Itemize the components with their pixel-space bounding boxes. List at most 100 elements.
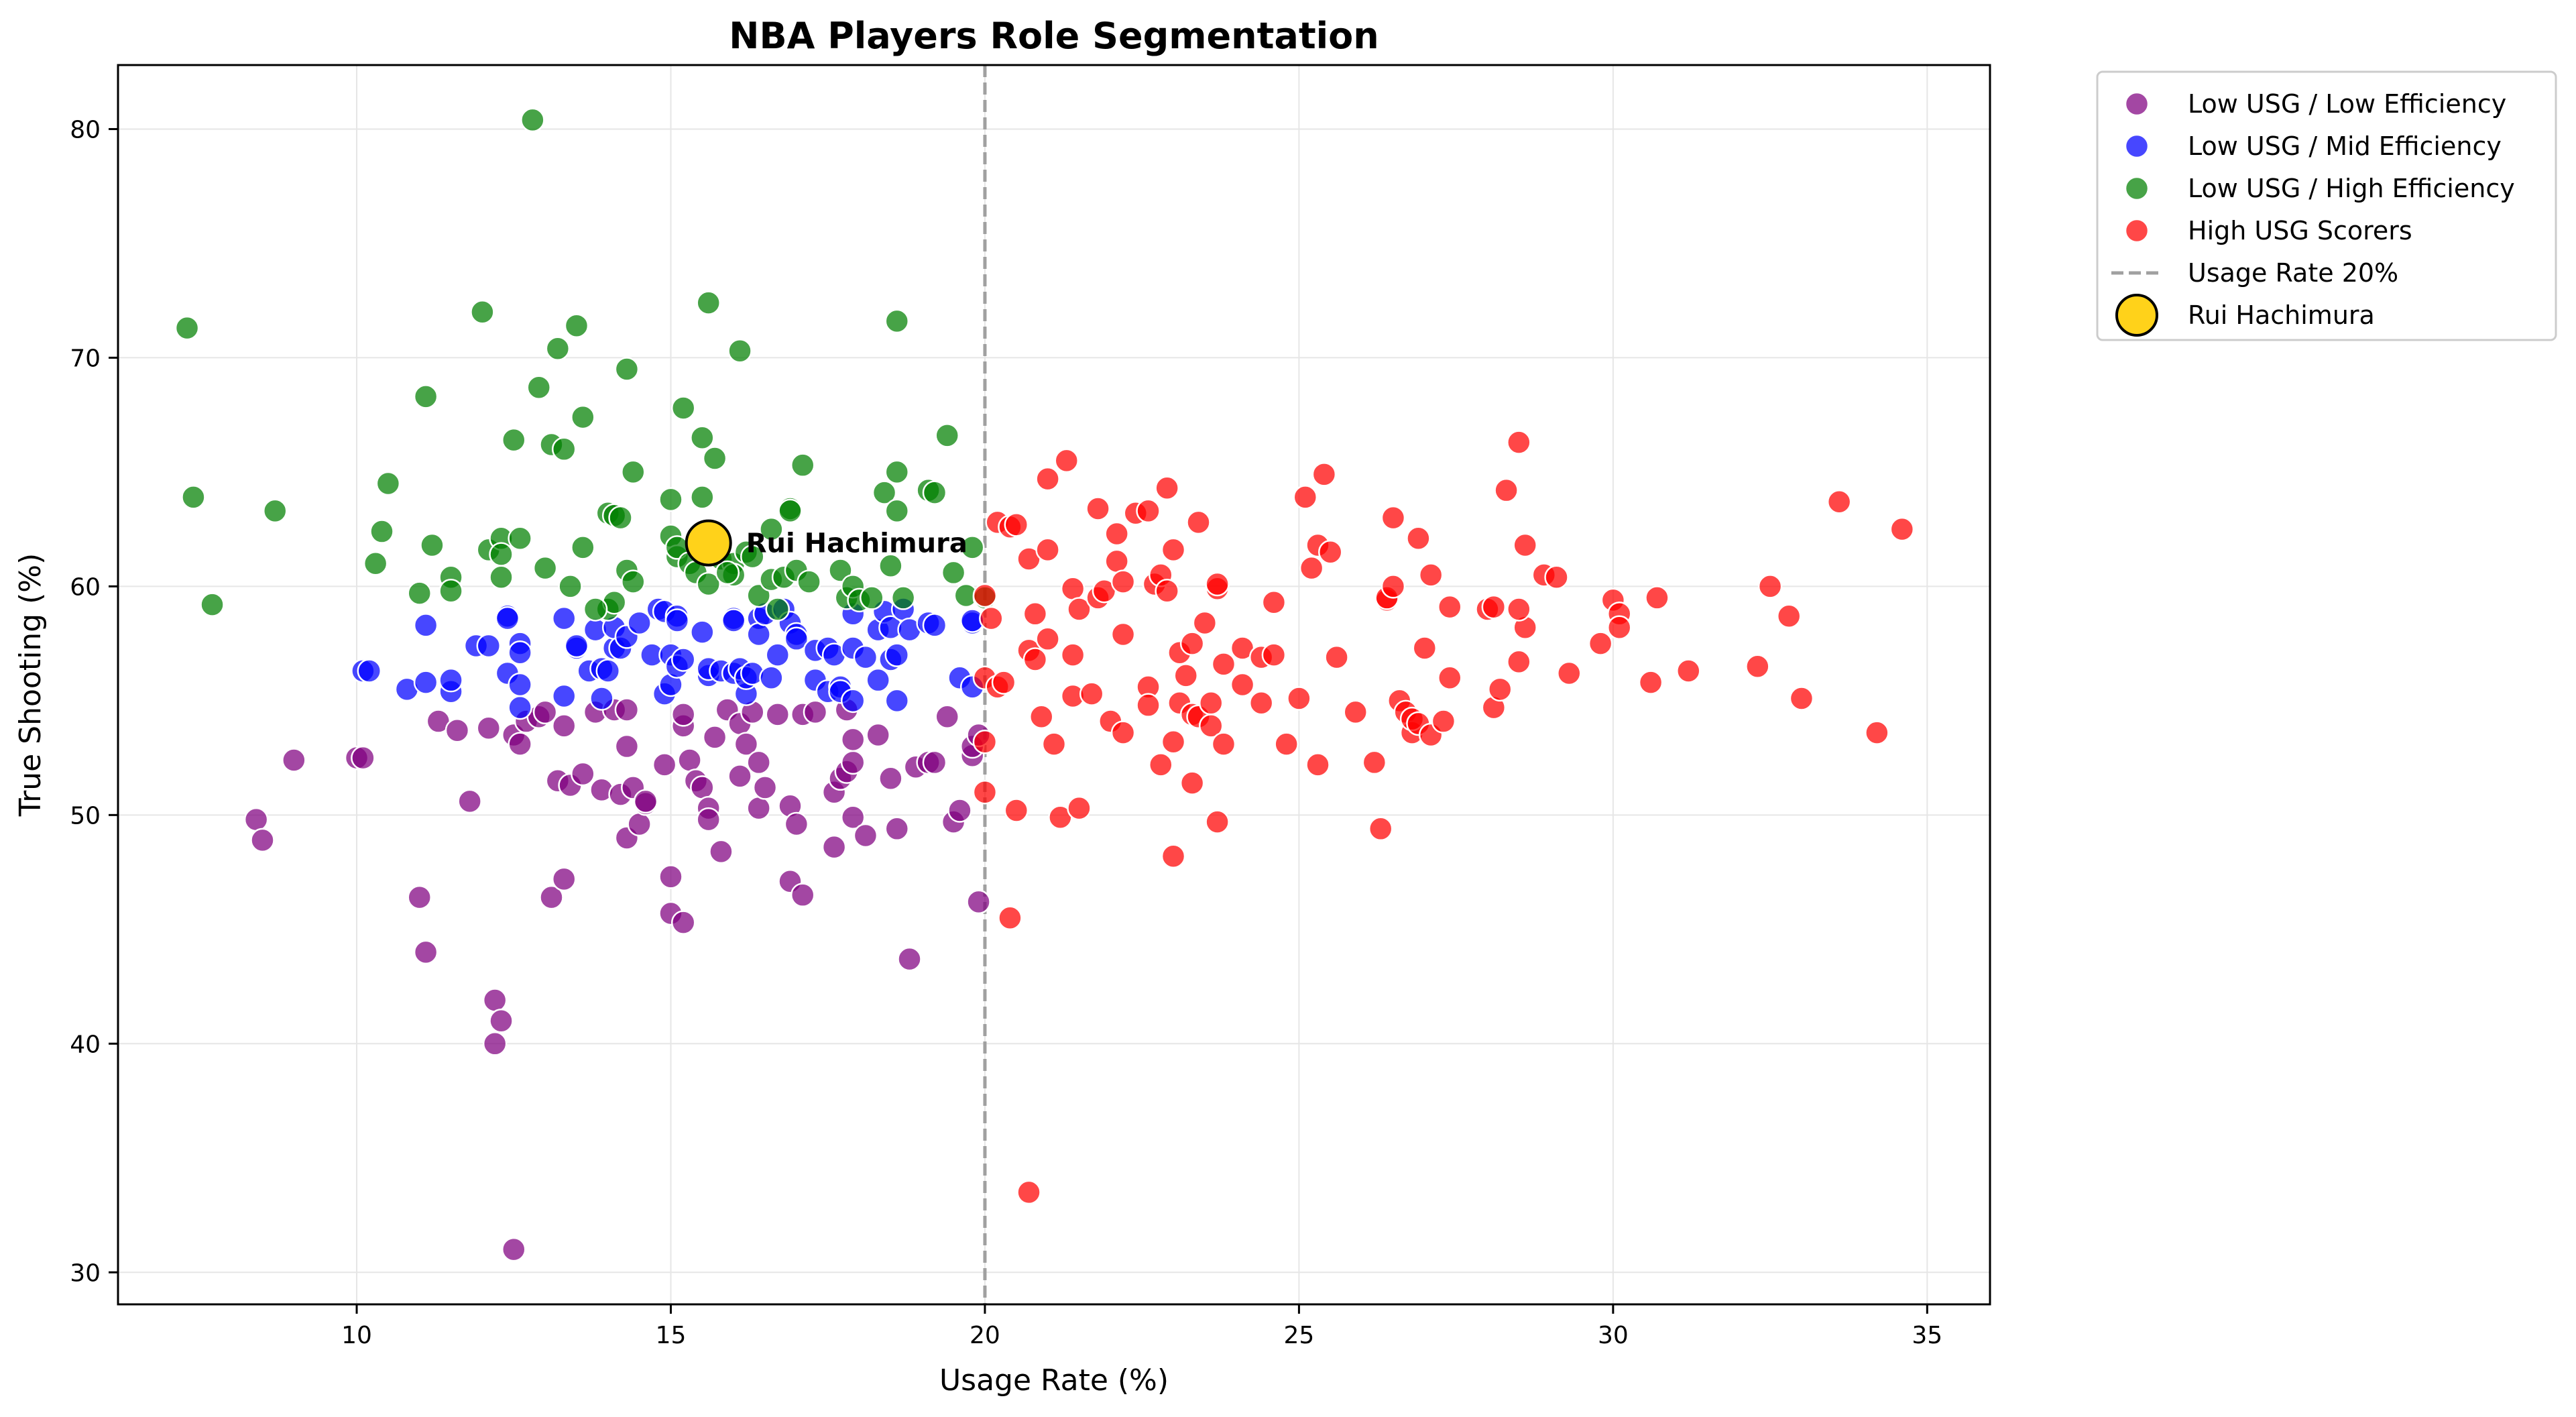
x-tick-label: 35 [1912,1322,1942,1349]
data-point [502,427,526,453]
data-point [670,647,696,672]
data-point [1110,569,1136,594]
data-point [508,640,532,665]
data-point [1035,466,1060,492]
legend-label: Usage Rate 20% [2188,258,2398,288]
y-tick-label: 50 [70,802,101,830]
legend-label: Low USG / High Efficiency [2188,174,2515,203]
data-point [413,384,438,409]
data-point [571,761,595,787]
data-point [972,729,998,754]
data-point [702,725,727,750]
data-point [1757,574,1783,599]
data-point [884,642,910,667]
data-point [1557,661,1582,686]
data-point [690,775,715,800]
data-point [551,714,577,738]
data-point [853,644,878,670]
data-point [872,480,897,505]
data-point [1865,720,1889,745]
data-point [727,338,752,363]
data-point [765,702,791,727]
data-point [828,558,853,583]
data-point [1544,565,1569,589]
data-point [1606,615,1632,640]
data-point [935,704,959,729]
data-point [445,718,470,743]
data-point [652,752,677,777]
data-point [1494,477,1519,503]
data-point [998,905,1022,931]
data-point [375,471,401,496]
data-point [959,535,985,560]
data-point [539,885,564,910]
data-point [853,823,878,848]
data-point [1149,752,1173,777]
data-points [174,107,1915,1262]
data-point [200,592,225,617]
data-point [571,535,595,560]
x-tick-label: 25 [1283,1322,1314,1349]
data-point [878,766,903,791]
data-point [884,688,910,714]
data-point [1104,521,1129,547]
data-point [1211,652,1236,677]
data-point [621,459,646,485]
data-point [670,910,696,935]
data-point [1826,489,1852,514]
data-point [1004,512,1029,537]
highlight-point [685,519,732,567]
data-point [1179,631,1205,656]
data-point [1676,659,1701,683]
data-point [476,716,502,741]
x-tick-label: 30 [1598,1322,1629,1349]
data-point [1016,1180,1041,1205]
data-point [1054,448,1079,473]
data-point [551,437,577,462]
data-point [878,553,903,578]
data-point [1136,498,1161,524]
data-point [633,789,658,814]
data-point [1406,526,1431,551]
data-point [1086,496,1110,521]
data-point [1481,594,1507,620]
data-point [1638,670,1663,695]
y-tick-label: 30 [70,1259,101,1287]
data-point [670,702,696,727]
data-point [1261,590,1287,615]
data-point [1161,729,1186,754]
legend-marker [2124,91,2150,117]
data-point [502,1237,526,1262]
data-point [1155,475,1179,501]
data-point [438,578,463,604]
data-point [1311,462,1337,487]
data-point [250,828,275,853]
data-point [545,336,571,361]
legend-marker [2124,133,2150,159]
data-point [413,613,438,638]
data-point [1507,649,1531,675]
data-point [1261,642,1287,667]
y-tick-label: 70 [70,345,101,372]
y-axis-ticks: 30 40 50 60 70 80 [70,116,118,1287]
data-point [1060,642,1086,667]
data-point [564,633,589,659]
data-point [941,560,966,585]
plot-frame [117,64,1991,1306]
data-point [1110,720,1136,745]
data-point [1110,622,1136,647]
data-point [407,581,432,606]
data-point [690,620,715,644]
data-point [866,722,890,748]
data-point [658,864,683,889]
legend-marker [2124,218,2150,243]
data-point [1035,626,1060,652]
data-point [1029,704,1054,729]
highlight-group: Rui Hachimura [685,519,968,567]
chart-title: NBA Players Role Segmentation [729,15,1379,57]
data-point [1155,578,1179,604]
legend-box [2096,70,2557,341]
data-point [690,425,715,451]
data-point [520,107,545,133]
data-point [759,516,784,542]
